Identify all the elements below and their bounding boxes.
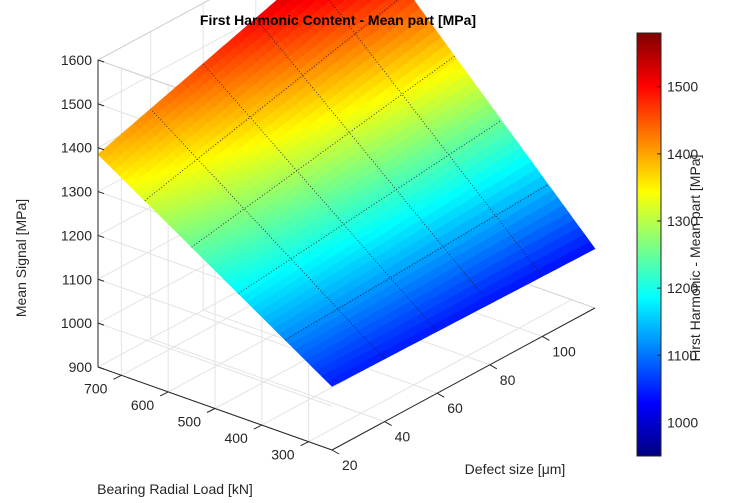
- y-tick: [207, 409, 215, 413]
- y-tick-label: 400: [224, 430, 248, 446]
- z-tick: [98, 323, 104, 325]
- x-tick: [542, 336, 549, 340]
- z-tick: [98, 148, 104, 150]
- z-tick: [98, 60, 104, 62]
- x-tick: [490, 365, 497, 369]
- y-tick: [160, 392, 168, 396]
- z-tick: [98, 367, 104, 369]
- y-axis-title: Bearing Radial Load [kN]: [97, 481, 253, 497]
- z-tick: [98, 192, 104, 194]
- z-tick-label: 1300: [61, 184, 92, 200]
- y-tick-label: 300: [271, 447, 295, 463]
- z-tick-label: 1500: [61, 96, 92, 112]
- z-tick-label: 1400: [61, 140, 92, 156]
- colorbar-tick-label: 1000: [667, 414, 698, 430]
- y-tick-label: 700: [84, 380, 108, 396]
- x-tick-label: 20: [342, 457, 358, 473]
- z-tick: [98, 235, 104, 237]
- x-axis-title: Defect size [μm]: [465, 461, 566, 477]
- x-tick-label: 100: [552, 343, 576, 359]
- z-axis-title: Mean Signal [MPa]: [13, 199, 29, 317]
- y-tick-label: 600: [131, 397, 155, 413]
- z-tick-label: 1000: [61, 315, 92, 331]
- z-tick-label: 1600: [61, 52, 92, 68]
- chart-title: First Harmonic Content - Mean part [MPa]: [200, 12, 476, 28]
- z-tick: [98, 279, 104, 281]
- y-tick-label: 500: [178, 414, 202, 430]
- x-tick: [385, 422, 392, 426]
- x-tick: [332, 450, 339, 454]
- y-tick: [254, 425, 262, 429]
- x-tick-label: 40: [395, 429, 411, 445]
- y-tick: [113, 375, 121, 379]
- y-tick: [301, 442, 309, 446]
- x-tick: [437, 393, 444, 397]
- z-tick-label: 1100: [62, 271, 92, 287]
- colorbar-title: First Harmonic - Mean part [MPa]: [687, 155, 703, 362]
- colorbar-tick-label: 1500: [667, 79, 698, 95]
- x-tick-label: 80: [500, 372, 516, 388]
- x-tick-label: 60: [447, 400, 463, 416]
- colorbar-bar: [637, 33, 661, 456]
- z-tick: [98, 104, 104, 106]
- z-tick-label: 1200: [61, 227, 92, 243]
- z-tick-label: 900: [69, 359, 93, 375]
